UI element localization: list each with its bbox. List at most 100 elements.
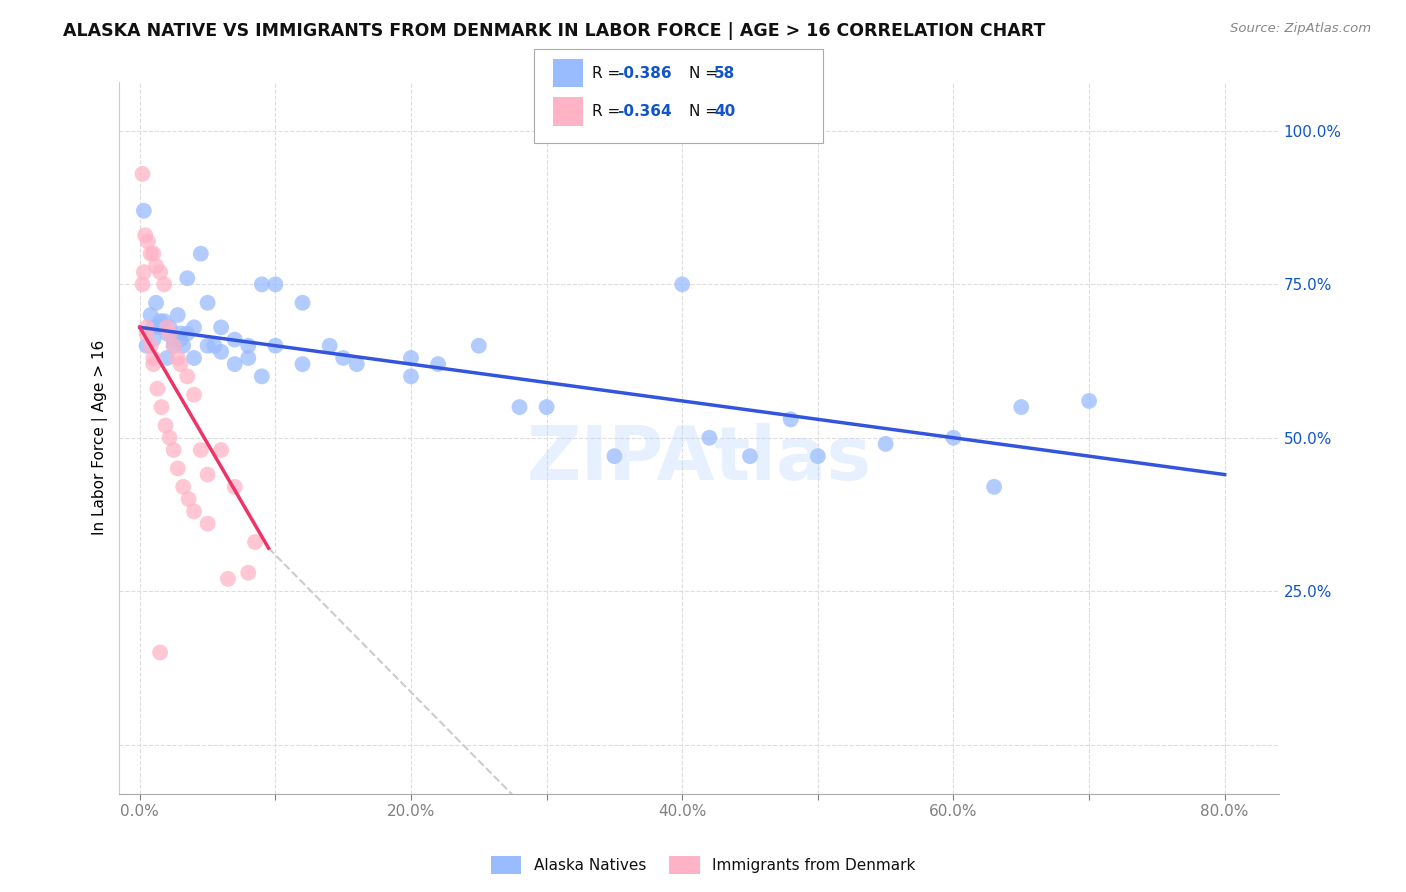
Point bbox=[169, 333, 191, 347]
Point bbox=[399, 351, 422, 365]
Point bbox=[197, 339, 219, 353]
Point bbox=[183, 504, 205, 518]
Point bbox=[209, 443, 232, 458]
Point bbox=[149, 645, 172, 659]
Point bbox=[264, 277, 287, 292]
Point bbox=[332, 351, 354, 365]
Point bbox=[153, 314, 176, 328]
Point bbox=[159, 320, 181, 334]
Point bbox=[183, 351, 205, 365]
Point bbox=[156, 320, 179, 334]
Point bbox=[142, 351, 165, 365]
Text: ZIPAtlas: ZIPAtlas bbox=[527, 423, 872, 496]
Point bbox=[132, 203, 155, 218]
Text: 58: 58 bbox=[714, 66, 735, 80]
Point bbox=[238, 351, 260, 365]
Point bbox=[183, 388, 205, 402]
Point bbox=[209, 320, 232, 334]
Point bbox=[176, 369, 198, 384]
Point bbox=[149, 320, 172, 334]
Point bbox=[399, 369, 422, 384]
Point bbox=[142, 320, 165, 334]
Point bbox=[346, 357, 368, 371]
Text: Source: ZipAtlas.com: Source: ZipAtlas.com bbox=[1230, 22, 1371, 36]
Point bbox=[131, 167, 153, 181]
Text: 40: 40 bbox=[714, 103, 735, 119]
Point bbox=[172, 339, 194, 353]
Text: ALASKA NATIVE VS IMMIGRANTS FROM DENMARK IN LABOR FORCE | AGE > 16 CORRELATION C: ALASKA NATIVE VS IMMIGRANTS FROM DENMARK… bbox=[63, 22, 1046, 40]
Point bbox=[238, 566, 260, 580]
Point bbox=[153, 277, 176, 292]
Point bbox=[779, 412, 801, 426]
Point bbox=[264, 339, 287, 353]
Point bbox=[238, 339, 260, 353]
Point bbox=[197, 467, 219, 482]
Point bbox=[699, 431, 721, 445]
Point bbox=[145, 295, 167, 310]
Point bbox=[217, 572, 239, 586]
Point bbox=[536, 400, 558, 414]
Point bbox=[163, 339, 186, 353]
Y-axis label: In Labor Force | Age > 16: In Labor Force | Age > 16 bbox=[93, 340, 108, 535]
Text: -0.364: -0.364 bbox=[617, 103, 672, 119]
Point bbox=[149, 314, 172, 328]
Point bbox=[142, 246, 165, 260]
Point bbox=[134, 228, 156, 243]
Point bbox=[159, 326, 181, 341]
Point bbox=[163, 333, 186, 347]
Point bbox=[145, 259, 167, 273]
Point bbox=[197, 516, 219, 531]
Point bbox=[156, 351, 179, 365]
Point bbox=[224, 333, 246, 347]
Point bbox=[250, 369, 273, 384]
Point bbox=[671, 277, 693, 292]
Point bbox=[291, 295, 314, 310]
Point bbox=[146, 382, 169, 396]
Point bbox=[142, 333, 165, 347]
Point bbox=[197, 295, 219, 310]
Point bbox=[177, 492, 200, 507]
Point bbox=[163, 443, 186, 458]
Point bbox=[156, 326, 179, 341]
Point bbox=[139, 246, 162, 260]
Point bbox=[291, 357, 314, 371]
Text: R =: R = bbox=[592, 66, 626, 80]
Point bbox=[135, 326, 157, 341]
Point bbox=[169, 326, 191, 341]
Point bbox=[163, 339, 186, 353]
Point bbox=[190, 246, 212, 260]
Point bbox=[183, 320, 205, 334]
Point bbox=[1078, 393, 1101, 408]
Point bbox=[603, 449, 626, 463]
Text: N =: N = bbox=[689, 103, 723, 119]
Point bbox=[176, 326, 198, 341]
Point bbox=[172, 480, 194, 494]
Point bbox=[468, 339, 491, 353]
Point bbox=[150, 400, 173, 414]
Text: -0.386: -0.386 bbox=[617, 66, 672, 80]
Point bbox=[135, 339, 157, 353]
Point bbox=[142, 357, 165, 371]
Point bbox=[202, 339, 225, 353]
Point bbox=[159, 431, 181, 445]
Text: R =: R = bbox=[592, 103, 626, 119]
Legend: Alaska Natives, Immigrants from Denmark: Alaska Natives, Immigrants from Denmark bbox=[485, 850, 921, 880]
Text: N =: N = bbox=[689, 66, 723, 80]
Point bbox=[427, 357, 450, 371]
Point bbox=[139, 308, 162, 322]
Point bbox=[807, 449, 830, 463]
Point bbox=[131, 277, 153, 292]
Point bbox=[224, 357, 246, 371]
Point bbox=[942, 431, 965, 445]
Point bbox=[132, 265, 155, 279]
Point bbox=[166, 351, 188, 365]
Point bbox=[169, 357, 191, 371]
Point bbox=[209, 344, 232, 359]
Point bbox=[250, 277, 273, 292]
Point bbox=[136, 235, 159, 249]
Point bbox=[155, 418, 177, 433]
Point bbox=[738, 449, 761, 463]
Point bbox=[508, 400, 530, 414]
Point bbox=[318, 339, 340, 353]
Point bbox=[983, 480, 1005, 494]
